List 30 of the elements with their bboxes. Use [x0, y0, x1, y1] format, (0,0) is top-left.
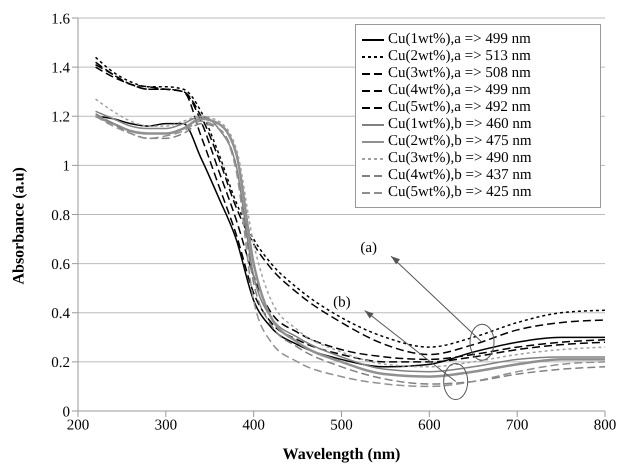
y-tick-label: 1	[62, 158, 70, 175]
x-tick-label: 700	[506, 418, 528, 434]
annotation: (b)	[333, 294, 351, 311]
legend-label: Cu(5wt%),a => 492 nm	[388, 99, 531, 116]
y-tick-label: 0.2	[51, 355, 70, 372]
legend-label: Cu(1wt%),b => 460 nm	[388, 116, 532, 133]
y-tick-label: 0.6	[51, 256, 70, 273]
legend-label: Cu(1wt%),a => 499 nm	[388, 31, 531, 48]
y-axis-title: Absorbance (a.u)	[10, 167, 28, 284]
legend-label: Cu(2wt%),b => 475 nm	[388, 133, 532, 150]
x-tick-label: 500	[330, 418, 353, 434]
x-tick-label: 200	[66, 418, 90, 434]
y-tick-label: 0.4	[51, 306, 70, 322]
legend-label: Cu(4wt%),b => 437 nm	[388, 167, 532, 184]
y-tick-label: 1.2	[51, 110, 70, 126]
x-tick-label: 400	[242, 418, 265, 434]
y-tick-label: 1.6	[51, 11, 70, 28]
legend-label: Cu(5wt%),b => 425 nm	[388, 184, 532, 201]
annotation: (a)	[360, 240, 378, 256]
x-axis-title: Wavelength (nm)	[282, 446, 400, 463]
legend-label: Cu(3wt%),b => 490 nm	[388, 150, 532, 167]
x-tick-label: 600	[418, 418, 441, 434]
y-tick-label: 0.8	[51, 208, 70, 224]
legend-label: Cu(3wt%),a => 508 nm	[388, 65, 531, 82]
x-tick-label: 300	[154, 418, 178, 434]
y-tick-label: 1.4	[51, 60, 70, 76]
legend-label: Cu(2wt%),a => 513 nm	[388, 48, 531, 65]
y-tick-label: 0	[62, 404, 70, 420]
legend-label: Cu(4wt%),a => 499 nm	[388, 82, 531, 99]
x-tick-label: 800	[594, 418, 616, 434]
